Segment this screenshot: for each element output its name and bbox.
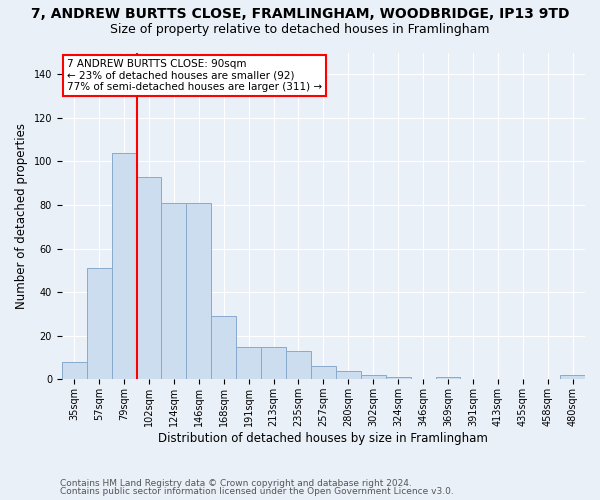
Bar <box>336 370 361 380</box>
Y-axis label: Number of detached properties: Number of detached properties <box>15 123 28 309</box>
Bar <box>386 377 410 380</box>
Bar <box>187 203 211 380</box>
Bar <box>311 366 336 380</box>
Bar <box>261 346 286 380</box>
Bar <box>436 377 460 380</box>
Text: Contains public sector information licensed under the Open Government Licence v3: Contains public sector information licen… <box>60 487 454 496</box>
Text: 7, ANDREW BURTTS CLOSE, FRAMLINGHAM, WOODBRIDGE, IP13 9TD: 7, ANDREW BURTTS CLOSE, FRAMLINGHAM, WOO… <box>31 8 569 22</box>
Bar <box>112 152 137 380</box>
Text: Contains HM Land Registry data © Crown copyright and database right 2024.: Contains HM Land Registry data © Crown c… <box>60 478 412 488</box>
Bar <box>286 351 311 380</box>
Bar <box>361 375 386 380</box>
Bar <box>62 362 86 380</box>
Bar <box>211 316 236 380</box>
Bar <box>236 346 261 380</box>
X-axis label: Distribution of detached houses by size in Framlingham: Distribution of detached houses by size … <box>158 432 488 445</box>
Bar <box>560 375 585 380</box>
Text: 7 ANDREW BURTTS CLOSE: 90sqm
← 23% of detached houses are smaller (92)
77% of se: 7 ANDREW BURTTS CLOSE: 90sqm ← 23% of de… <box>67 59 322 92</box>
Text: Size of property relative to detached houses in Framlingham: Size of property relative to detached ho… <box>110 22 490 36</box>
Bar <box>137 176 161 380</box>
Bar <box>86 268 112 380</box>
Bar <box>161 203 187 380</box>
